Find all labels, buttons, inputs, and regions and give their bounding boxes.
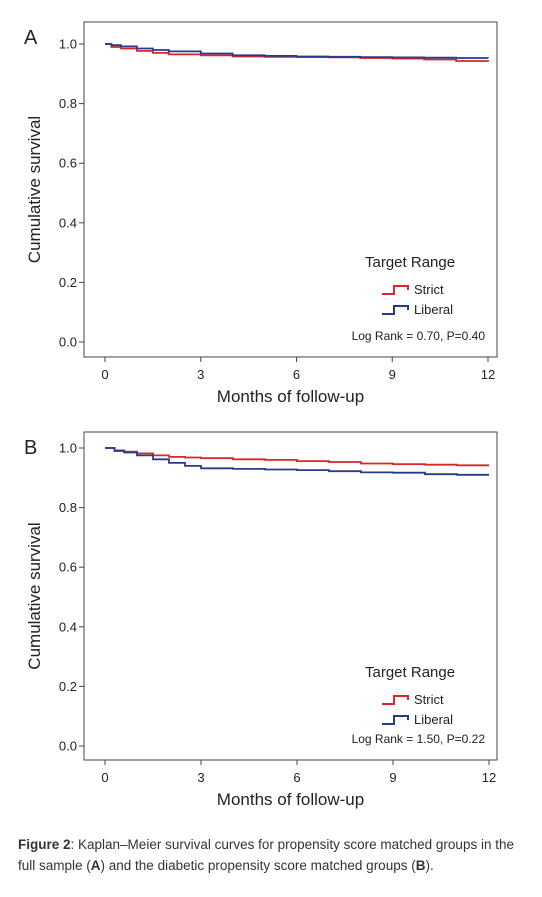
y-tick-label: 0.8 bbox=[59, 500, 77, 515]
y-tick-label: 0.0 bbox=[59, 335, 77, 350]
y-axis-title: Cumulative survival bbox=[25, 116, 44, 263]
y-tick-label: 0.0 bbox=[59, 739, 77, 754]
x-tick-label: 9 bbox=[389, 770, 396, 785]
x-tick-label: 0 bbox=[101, 367, 108, 382]
panel-letter: B bbox=[24, 437, 37, 459]
y-tick-label: 1.0 bbox=[59, 37, 77, 52]
x-tick-label: 0 bbox=[101, 770, 108, 785]
survival-curve-strict bbox=[105, 447, 489, 467]
x-tick-label: 12 bbox=[481, 367, 495, 382]
panel-letter: A bbox=[24, 27, 38, 49]
log-rank-annotation: Log Rank = 1.50, P=0.22 bbox=[352, 732, 486, 746]
y-tick-label: 0.6 bbox=[59, 156, 77, 171]
caption-ref-a: A bbox=[90, 858, 101, 873]
survival-curve-strict bbox=[105, 43, 489, 62]
x-tick-label: 6 bbox=[293, 367, 300, 382]
legend-title: Target Range bbox=[365, 664, 455, 681]
y-tick-label: 0.4 bbox=[59, 619, 77, 634]
y-tick-label: 0.4 bbox=[59, 215, 77, 230]
x-tick-label: 3 bbox=[197, 367, 204, 382]
legend-label-liberal: Liberal bbox=[414, 302, 453, 317]
legend-swatch-strict bbox=[382, 695, 409, 705]
x-axis-title: Months of follow-up bbox=[217, 387, 364, 406]
plot-frame bbox=[83, 21, 498, 358]
log-rank-annotation: Log Rank = 0.70, P=0.40 bbox=[352, 329, 486, 343]
x-tick-label: 9 bbox=[389, 367, 396, 382]
x-tick-label: 12 bbox=[482, 770, 496, 785]
figure-caption: Figure 2: Kaplan–Meier survival curves f… bbox=[18, 834, 533, 876]
legend-title: Target Range bbox=[365, 254, 455, 271]
x-tick-label: 6 bbox=[293, 770, 300, 785]
legend-swatch-liberal bbox=[382, 715, 409, 725]
legend-swatch-strict bbox=[382, 285, 409, 295]
y-tick-label: 0.6 bbox=[59, 560, 77, 575]
chart-panel-a: A 0.0 0.2 0.4 0.6 0.8 1.0 0 3 6 9 12 Months of follo… bbox=[24, 21, 498, 406]
y-tick-label: 1.0 bbox=[59, 441, 77, 456]
caption-text-3: ). bbox=[425, 858, 434, 873]
legend-label-strict: Strict bbox=[414, 692, 444, 707]
chart-panel-b: B 0.0 0.2 0.4 0.6 0.8 1.0 0 3 6 9 12 Months of follo… bbox=[24, 431, 498, 809]
y-tick-label: 0.2 bbox=[59, 275, 77, 290]
caption-text-1: : Kaplan–Meier survival curves for prope… bbox=[18, 837, 514, 873]
plot-frame bbox=[83, 431, 498, 761]
caption-label: Figure 2 bbox=[18, 837, 71, 852]
survival-curve-liberal bbox=[105, 447, 489, 476]
y-axis-title: Cumulative survival bbox=[25, 522, 44, 669]
survival-curve-liberal bbox=[105, 43, 489, 59]
legend-label-liberal: Liberal bbox=[414, 712, 453, 727]
y-tick-label: 0.8 bbox=[59, 96, 77, 111]
legend-swatch-liberal bbox=[382, 305, 409, 315]
y-tick-label: 0.2 bbox=[59, 679, 77, 694]
x-tick-label: 3 bbox=[197, 770, 204, 785]
caption-text-2: ) and the diabetic propensity score matc… bbox=[100, 858, 416, 873]
x-axis-title: Months of follow-up bbox=[217, 790, 364, 809]
legend-label-strict: Strict bbox=[414, 282, 444, 297]
caption-ref-b: B bbox=[415, 858, 426, 873]
